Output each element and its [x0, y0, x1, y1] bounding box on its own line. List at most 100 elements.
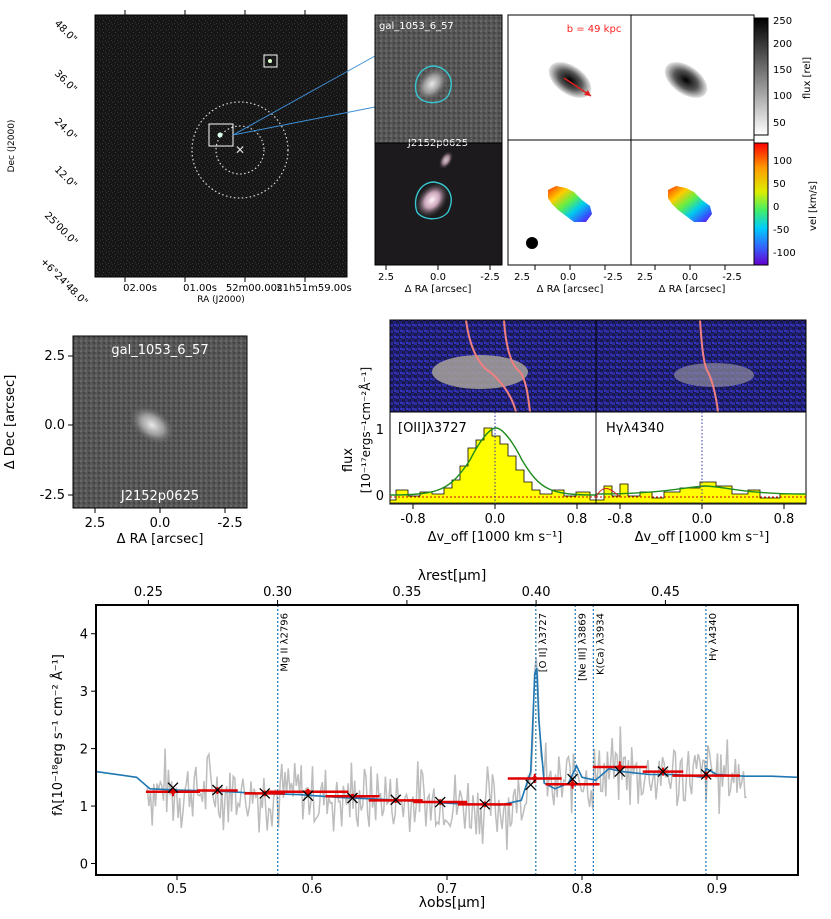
impact-parameter-label: b = 49 kpc [567, 24, 622, 35]
rest-tick-label: 0.40 [522, 585, 551, 600]
y-tick-label: 1 [80, 800, 88, 815]
vel-tick: -50 [773, 225, 789, 236]
model-photometry-marker [479, 798, 491, 810]
line-x-tick: 0.0 [485, 512, 506, 527]
rest-tick-label: 0.45 [651, 585, 680, 600]
y-tick-label: 4 [80, 628, 88, 643]
hg-line-panel: Hγλ4340 [595, 411, 807, 505]
oii-histogram [389, 427, 597, 504]
flux-tick: 50 [773, 118, 786, 129]
zoom-field-label: J2152p0625 [120, 489, 199, 504]
vel-tick: 100 [773, 156, 792, 167]
kin-xlabel: Δ RA [arcsec] [659, 284, 726, 295]
line-marker-label: [O II] λ3727 [538, 613, 549, 672]
model-photometry-marker [525, 779, 537, 791]
x-tick-label: 0.5 [167, 882, 188, 897]
cutout-tick-label: 0.0 [430, 272, 446, 283]
oii-gaussian-fit [389, 427, 597, 496]
flux-colorbar [753, 17, 769, 136]
line-marker-label: Hγ λ4340 [708, 613, 719, 661]
zoom-y-tick: 0.0 [44, 418, 65, 433]
line-x-tick: -0.8 [607, 512, 632, 527]
velocity-map-data [548, 186, 592, 222]
flux-tick: 200 [773, 39, 792, 50]
cutout-tick-label: -2.5 [480, 272, 500, 283]
photometry-point [570, 781, 576, 787]
photometry-point [703, 773, 709, 779]
line-y-tick: 1 [376, 423, 384, 438]
x-tick-label: 0.9 [707, 882, 728, 897]
vel-tick: -100 [773, 248, 796, 259]
dec-tick-label: 25'00.0" [42, 210, 80, 248]
model-photometry-marker [434, 796, 446, 808]
cutout-galaxy-label: gal_1053_6_57 [379, 21, 454, 32]
spectrum-frame [95, 604, 799, 876]
dec-tick-label: 36.0" [52, 68, 79, 95]
line-marker-label: [Ne III] λ3869 [577, 613, 588, 681]
dec-tick-label: 24.0" [52, 116, 79, 143]
line-xlabel: Δv_off [1000 km s⁻¹] [635, 530, 770, 545]
x-tick-label: 0.8 [572, 882, 593, 897]
photometry-point [170, 789, 176, 795]
rest-tick-label: 0.35 [392, 585, 421, 600]
spectrum-rest-xlabel: λrest[μm] [418, 568, 487, 584]
model-photometry-marker [212, 784, 223, 796]
svg-text:✕: ✕ [235, 143, 245, 157]
line-panel-ticks: 0 1 -0.8 0.0 0.8 -0.8 0.0 0.8 [376, 423, 795, 527]
oii-label: [OII]λ3727 [398, 421, 467, 436]
zoom-xlabel: Δ RA [arcsec] [117, 532, 204, 547]
line-marker-label: K(Ca) λ3934 [595, 613, 606, 675]
dec-tick-label: +6°24'48.0" [38, 256, 90, 308]
y-tick-label: 3 [80, 685, 88, 700]
line-y-tick: 0 [376, 489, 384, 504]
sky-ylabel: Dec (J2000) [7, 120, 17, 173]
dec-tick-label: 12.0" [52, 164, 79, 191]
line-ylabel: flux [341, 448, 356, 472]
observed-spectrum [146, 657, 747, 850]
ra-tick-label: 21h51m59.00s [276, 283, 351, 294]
spectrum-chart: Mg II λ2796 [O II] λ3727 [Ne III] λ3869 K(C… [80, 585, 799, 897]
kin-tick-label: -2.5 [603, 272, 623, 283]
line-ylabel-units: [10⁻¹⁷ergs⁻¹cm⁻²Å⁻¹] [358, 367, 373, 494]
velocity-colorbar-ticks: 100 50 0 -50 -100 [773, 156, 796, 259]
photometry-point [617, 764, 623, 770]
zoom-x-tick: 2.5 [85, 516, 106, 531]
hg-label: Hγλ4340 [606, 421, 664, 436]
cutout-xlabel: Δ RA [arcsec] [405, 284, 472, 295]
y-tick-label: 2 [80, 743, 88, 758]
kin-tick-label: 0.0 [682, 272, 698, 283]
line-x-tick: 0.8 [567, 512, 588, 527]
kin-tick-label: -2.5 [722, 272, 742, 283]
dec-tick-label: 48.0" [52, 18, 79, 45]
model-photometry-marker [700, 769, 712, 780]
kin-xlabel: Δ RA [arcsec] [537, 284, 604, 295]
model-photometry-marker [567, 773, 579, 785]
flux-tick: 150 [773, 65, 792, 76]
flux-model-data [664, 62, 708, 98]
cutout-tick-label: 2.5 [378, 272, 394, 283]
flux-colorbar-label: flux [rel] [802, 57, 813, 99]
ra-tick-label: 52m00.00s [226, 283, 282, 294]
hg-gaussian-fit [595, 485, 807, 495]
velocity-model-data [668, 186, 712, 222]
flux-tick: 250 [773, 16, 792, 27]
zoom-y-tick: -2.5 [40, 488, 65, 503]
sky-dec-ticks: 48.0" 36.0" 24.0" 12.0" 25'00.0" +6°24'4… [38, 18, 90, 308]
rest-tick-label: 0.30 [263, 585, 292, 600]
zoom-ylabel: Δ Dec [arcsec] [3, 375, 18, 470]
model-photometry-marker [167, 782, 179, 794]
ra-tick-label: 01.00s [183, 283, 217, 294]
vel-tick: 0 [773, 202, 779, 213]
vel-tick: 50 [773, 179, 786, 190]
y-tick-label: 0 [80, 858, 88, 873]
model-photometry-marker [302, 790, 314, 802]
line-xlabel: Δv_off [1000 km s⁻¹] [428, 530, 563, 545]
line-x-tick: -0.8 [400, 512, 425, 527]
model-photometry-marker [347, 792, 358, 804]
spectrum-ylabel: fλ[10⁻¹⁸erg s⁻¹ cm⁻² Å⁻¹] [50, 654, 66, 816]
photometry-point [532, 775, 538, 781]
cutout-ticks: 2.5 0.0 -2.5 [378, 265, 500, 283]
sky-xlabel: RA (J2000) [197, 295, 245, 305]
velocity-colorbar [753, 142, 769, 266]
